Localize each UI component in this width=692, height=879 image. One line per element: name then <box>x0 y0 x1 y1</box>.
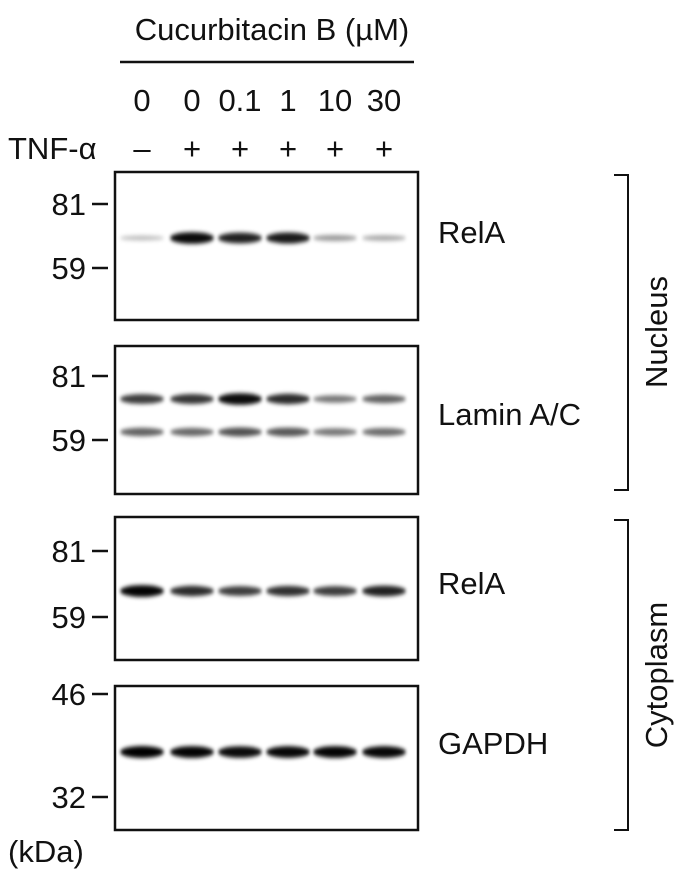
band <box>266 232 310 244</box>
marker-label: 59 <box>52 600 86 635</box>
concentration-label: 0.1 <box>218 83 261 118</box>
band <box>120 746 164 758</box>
panel-nucleus-lamin: 81 59 Lamin A/C <box>52 344 581 496</box>
cytoplasm-label: Cytoplasm <box>639 602 674 748</box>
concentration-label: 0 <box>133 83 150 118</box>
band <box>170 585 214 597</box>
band <box>170 427 214 437</box>
band <box>170 232 214 244</box>
band <box>362 585 406 597</box>
header: Cucurbitacin B (µM) 0 0 0.1 1 10 30 TNF-α – + +… <box>8 12 414 166</box>
protein-label: RelA <box>438 215 506 250</box>
marker-label: 46 <box>52 677 86 712</box>
band <box>120 585 164 597</box>
concentration-label: 0 <box>183 83 200 118</box>
band <box>218 586 262 596</box>
tnf-sign: – <box>133 131 151 166</box>
band <box>313 395 357 403</box>
tnf-sign-row: – + + + + + <box>133 131 393 166</box>
protein-label: Lamin A/C <box>438 397 581 432</box>
nucleus-bracket <box>614 174 629 491</box>
marker-label: 81 <box>52 187 86 222</box>
blot-frame <box>113 684 420 832</box>
blot-panels: 81 59 RelA 81 59 Lamin A/C 81 59 RelA 46 32 GAPDH <box>52 170 581 832</box>
marker-label: 81 <box>52 359 86 394</box>
marker-label: 59 <box>52 251 86 286</box>
band <box>218 232 262 244</box>
band <box>313 234 357 242</box>
blot-frame <box>113 344 420 496</box>
band <box>266 427 310 437</box>
cytoplasm-bracket <box>614 519 629 831</box>
band <box>170 394 214 404</box>
band <box>313 428 357 436</box>
band <box>266 746 310 758</box>
band <box>218 427 262 437</box>
band <box>170 746 214 758</box>
nucleus-label: Nucleus <box>639 276 674 388</box>
band <box>313 586 357 596</box>
kda-unit-label: (kDa) <box>8 834 84 869</box>
band <box>362 428 406 436</box>
panel-cytoplasm-rela: 81 59 RelA <box>52 515 506 662</box>
panel-nucleus-rela: 81 59 RelA <box>52 170 506 322</box>
protein-label: GAPDH <box>438 726 548 761</box>
concentration-label: 10 <box>318 83 352 118</box>
tnf-sign: + <box>375 131 393 166</box>
marker-label: 81 <box>52 534 86 569</box>
band <box>120 235 164 241</box>
tnf-sign: + <box>326 131 344 166</box>
band <box>120 427 164 437</box>
group-nucleus: Nucleus <box>614 174 674 491</box>
band <box>362 394 406 404</box>
panel-cytoplasm-gapdh: 46 32 GAPDH <box>52 677 548 832</box>
treatment-label: Cucurbitacin B (µM) <box>135 12 410 47</box>
band <box>362 235 406 241</box>
tnf-sign: + <box>183 131 201 166</box>
band <box>218 393 262 405</box>
concentration-label: 30 <box>367 83 401 118</box>
band <box>266 585 310 597</box>
concentration-row: 0 0 0.1 1 10 30 <box>133 83 401 118</box>
band <box>218 746 262 758</box>
blot-frame <box>113 170 420 322</box>
tnf-sign: + <box>279 131 297 166</box>
band <box>362 746 406 758</box>
tnf-label: TNF-α <box>8 131 97 166</box>
tnf-sign: + <box>231 131 249 166</box>
concentration-label: 1 <box>279 83 296 118</box>
protein-label: RelA <box>438 566 506 601</box>
group-cytoplasm: Cytoplasm <box>614 519 674 831</box>
band <box>120 394 164 404</box>
marker-label: 59 <box>52 423 86 458</box>
band <box>266 393 310 405</box>
band <box>313 746 357 758</box>
marker-label: 32 <box>52 780 86 815</box>
